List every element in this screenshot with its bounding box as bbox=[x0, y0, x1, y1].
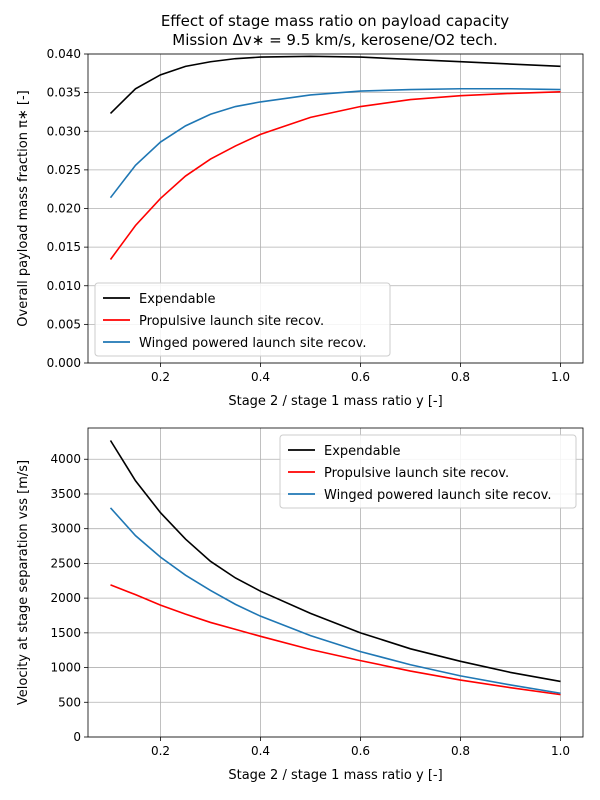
x-tick-label: 1.0 bbox=[551, 370, 570, 384]
y-axis-label: Velocity at stage separation vss [m/s] bbox=[16, 460, 31, 705]
legend-label: Propulsive launch site recov. bbox=[324, 466, 509, 481]
x-tick-label: 1.0 bbox=[551, 744, 570, 758]
y-tick-label: 3000 bbox=[50, 522, 81, 536]
x-tick-label: 0.2 bbox=[151, 370, 170, 384]
x-axis-label: Stage 2 / stage 1 mass ratio y [-] bbox=[228, 394, 442, 409]
legend: Expendable Propulsive launch site recov. W… bbox=[94, 282, 391, 357]
series-line-winged-powered-launch-site-recov- bbox=[109, 87, 561, 199]
x-tick-label: 0.6 bbox=[351, 744, 370, 758]
y-tick-label: 0.025 bbox=[47, 163, 81, 177]
y-tick-label: 3500 bbox=[50, 487, 81, 501]
y-tick-label: 0.005 bbox=[47, 317, 81, 331]
y-tick-label: 0.010 bbox=[47, 279, 81, 293]
y-tick-label: 0 bbox=[73, 730, 81, 744]
plot-frame bbox=[87, 427, 584, 738]
legend-label: Expendable bbox=[139, 292, 215, 307]
legend-box bbox=[94, 282, 391, 357]
y-tick-label: 1000 bbox=[50, 661, 81, 675]
y-axis-label: Overall payload mass fraction π∗ [-] bbox=[16, 90, 31, 326]
y-tick-label: 0.015 bbox=[47, 240, 81, 254]
legend: Expendable Propulsive launch site recov. W… bbox=[279, 434, 577, 509]
x-tick-label: 0.8 bbox=[451, 370, 470, 384]
y-tick-label: 1500 bbox=[50, 626, 81, 640]
stage-separation-velocity-plot: 0.2 0.4 0.6 0.8 1.0 0 500 1000 1500 2000 2500 3000 3… bbox=[16, 427, 584, 783]
legend-label: Propulsive launch site recov. bbox=[139, 314, 324, 329]
y-tick-label: 4000 bbox=[50, 452, 81, 466]
y-tick-label: 0.035 bbox=[47, 86, 81, 100]
legend-label: Winged powered launch site recov. bbox=[139, 336, 367, 351]
legend-label: Winged powered launch site recov. bbox=[324, 488, 552, 503]
chart-title-line2: Mission Δv∗ = 9.5 km/s, kerosene/O2 tech… bbox=[172, 31, 497, 49]
y-tick-label: 0.020 bbox=[47, 202, 81, 216]
series-line-expendable bbox=[109, 440, 561, 683]
x-tick-label: 0.2 bbox=[151, 744, 170, 758]
legend-box bbox=[279, 434, 577, 509]
series-line-propulsive-launch-site-recov- bbox=[109, 91, 561, 260]
y-tick-label: 2000 bbox=[50, 591, 81, 605]
y-tick-label: 0.030 bbox=[47, 124, 81, 138]
legend-label: Expendable bbox=[324, 444, 400, 459]
series-line-winged-powered-launch-site-recov- bbox=[109, 507, 561, 695]
x-axis-label: Stage 2 / stage 1 mass ratio y [-] bbox=[228, 768, 442, 783]
x-tick-label: 0.4 bbox=[251, 744, 270, 758]
series-line-expendable bbox=[109, 55, 561, 115]
payload-fraction-plot: 0.2 0.4 0.6 0.8 1.0 0.000 0.005 0.010 0.015 0.020… bbox=[16, 47, 584, 409]
y-tick-label: 0.040 bbox=[47, 47, 81, 61]
y-tick-label: 2500 bbox=[50, 556, 81, 570]
series-line-propulsive-launch-site-recov- bbox=[110, 584, 561, 696]
y-tick-label: 0.000 bbox=[47, 356, 81, 370]
chart-title-line1: Effect of stage mass ratio on payload ca… bbox=[161, 12, 509, 30]
x-tick-label: 0.4 bbox=[251, 370, 270, 384]
y-tick-label: 500 bbox=[58, 695, 81, 709]
x-tick-label: 0.6 bbox=[351, 370, 370, 384]
x-tick-label: 0.8 bbox=[451, 744, 470, 758]
